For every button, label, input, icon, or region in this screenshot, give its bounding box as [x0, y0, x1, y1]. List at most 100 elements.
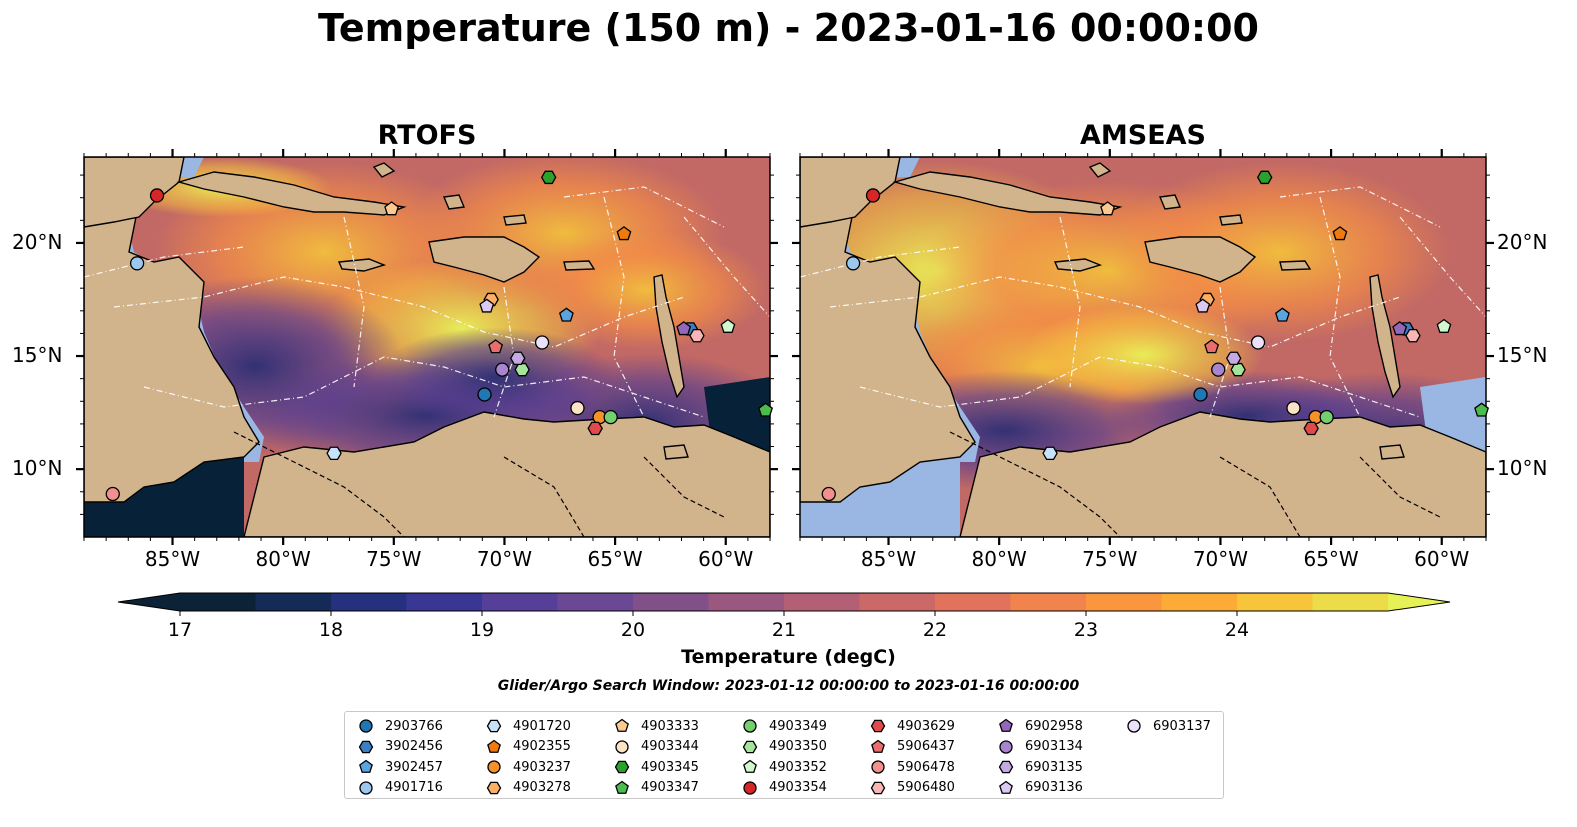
legend-label: 4903354 — [769, 780, 827, 796]
legend-label: 5906478 — [897, 759, 955, 775]
colorbar-segment — [557, 593, 634, 611]
legend-marker — [614, 760, 630, 774]
colorbar-tick-label: 23 — [1073, 619, 1099, 641]
colorbar-tick-label: 18 — [318, 619, 344, 641]
float-marker-3902457 — [558, 307, 574, 322]
float-marker-4903352 — [720, 318, 736, 333]
float-marker-2903766 — [477, 387, 492, 402]
legend-marker — [1127, 719, 1141, 733]
x-tick-label: 70°W — [1192, 547, 1249, 571]
float-marker-4901716 — [845, 256, 861, 271]
legend-entry: 4902355 — [485, 737, 571, 758]
float-markers — [105, 170, 1489, 502]
legend-label: 4901720 — [513, 718, 571, 734]
legend-entry: 3902457 — [357, 757, 443, 778]
legend-label: 6903135 — [1025, 759, 1083, 775]
map-panel-amseas — [800, 157, 1486, 537]
legend-label: 4903347 — [641, 780, 699, 796]
legend-marker — [742, 740, 758, 754]
legend-marker — [743, 719, 757, 733]
legend-marker — [615, 740, 629, 754]
legend-entry: 5906478 — [869, 757, 955, 778]
float-marker-5906480 — [1405, 328, 1421, 343]
legend-column: 4901720 4902355 4903237 4903278 — [485, 716, 571, 798]
y-tick-label-left: 15°N — [12, 343, 63, 368]
legend-marker — [743, 759, 757, 774]
float-marker-4901716 — [129, 256, 145, 271]
colorbar-segment — [1010, 593, 1087, 611]
legend-entry: 6903135 — [997, 757, 1083, 778]
legend-column: 6903137 — [1125, 716, 1211, 737]
legend-entry: 4903347 — [613, 778, 699, 799]
legend-marker — [871, 739, 885, 753]
colorbar-segment — [180, 593, 256, 611]
legend-entry: 4903354 — [741, 778, 827, 799]
float-marker-4903347 — [758, 402, 773, 417]
float-marker-6902958 — [1392, 321, 1408, 336]
x-tick-label: 75°W — [366, 547, 422, 571]
colorbar-tick-label: 17 — [167, 619, 193, 641]
float-marker-6903136 — [1195, 298, 1211, 313]
legend-label: 6902958 — [1025, 718, 1083, 734]
float-marker-4903350 — [514, 362, 530, 377]
colorbar-tick-label: 20 — [620, 619, 646, 641]
legend-column: 4903333 4903344 4903345 4903347 — [613, 716, 699, 798]
colorbar — [117, 592, 1451, 616]
colorbar-segment — [859, 593, 936, 611]
figure-title: Temperature (150 m) - 2023-01-16 00:00:0… — [317, 6, 1259, 50]
y-tick-label-left: 10°N — [12, 456, 63, 481]
float-marker-3902457 — [1274, 307, 1290, 322]
colorbar-segment — [406, 593, 483, 611]
legend-entry: 4901716 — [357, 778, 443, 799]
colorbar-segment — [935, 593, 1011, 611]
float-marker-6903136 — [479, 298, 495, 313]
x-tick-label: 80°W — [971, 547, 1027, 571]
legend-marker — [999, 780, 1013, 794]
float-marker-5906480 — [689, 328, 705, 343]
legend-label: 3902457 — [385, 759, 443, 775]
colorbar-segment — [1312, 593, 1389, 611]
y-tick-label-left: 20°N — [12, 229, 63, 254]
panel-title-rtofs: RTOFS — [377, 120, 477, 151]
panel-title-amseas: AMSEAS — [1080, 120, 1206, 151]
x-tick-label: 75°W — [1082, 547, 1138, 571]
legend-label: 6903137 — [1153, 718, 1211, 734]
legend-entry: 6903134 — [997, 737, 1083, 758]
float-marker-6903135 — [1225, 351, 1242, 366]
legend-label: 3902456 — [385, 739, 443, 755]
legend-label: 4903352 — [769, 759, 827, 775]
map-panel-rtofs — [84, 157, 770, 537]
float-marker-6903137 — [534, 335, 550, 350]
x-tick-label: 70°W — [476, 547, 533, 571]
legend-marker — [358, 740, 374, 754]
y-tick-label-right: 10°N — [1497, 456, 1548, 481]
legend-label: 4902355 — [513, 739, 571, 755]
legend-entry: 6902958 — [997, 716, 1083, 737]
legend-label: 4903349 — [769, 718, 827, 734]
legend-entry: 4903344 — [613, 737, 699, 758]
x-tick-label: 80°W — [255, 547, 311, 571]
legend-column: 4903349 4903350 4903352 4903354 — [741, 716, 827, 798]
map-frames — [76, 149, 1494, 545]
colorbar-segment — [708, 593, 785, 611]
y-tick-label-right: 15°N — [1497, 343, 1548, 368]
colorbar-segment — [784, 593, 860, 611]
colorbar-segment — [482, 593, 558, 611]
legend-entry: 6903137 — [1125, 716, 1211, 737]
legend-marker — [999, 740, 1013, 754]
float-marker-4903629 — [1303, 421, 1319, 436]
legend-entry: 4903349 — [741, 716, 827, 737]
x-tick-label: 60°W — [1414, 547, 1470, 571]
legend-entry: 4903237 — [485, 757, 571, 778]
legend-marker — [615, 718, 629, 733]
legend-entry: 5906480 — [869, 778, 955, 799]
legend-label: 4903350 — [769, 739, 827, 755]
legend-entry: 4903350 — [741, 737, 827, 758]
legend-entry: 2903766 — [357, 716, 443, 737]
colorbar-segment — [255, 593, 332, 611]
legend-label: 6903134 — [1025, 739, 1083, 755]
float-marker-5906478 — [105, 486, 120, 502]
legend-marker — [359, 759, 373, 774]
legend-marker — [486, 719, 502, 733]
legend-column: 2903766 3902456 3902457 4901716 — [357, 716, 443, 798]
